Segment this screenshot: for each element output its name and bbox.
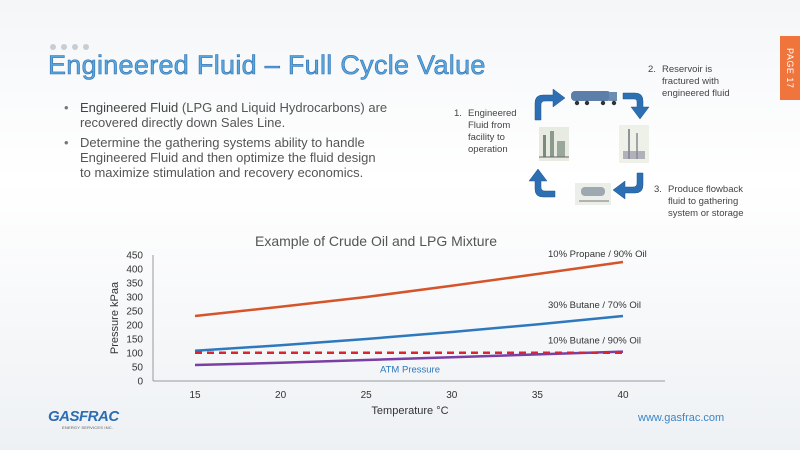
y-tick-label: 100 xyxy=(126,349,143,360)
step-1-label: 1. Engineered Fluid from facility to ope… xyxy=(454,108,538,156)
bullet-highlight: Engineered Fluid xyxy=(80,100,179,115)
arrow-down-left-icon xyxy=(612,172,644,200)
step-2-label: 2. Reservoir is fractured with engineere… xyxy=(648,64,747,100)
x-tick-label: 25 xyxy=(361,390,373,401)
x-tick-label: 40 xyxy=(617,390,629,401)
series-line-3 xyxy=(194,350,624,367)
step-1-text: Engineered Fluid from facility to operat… xyxy=(468,108,517,155)
page-label: PAGE 17 xyxy=(785,47,795,89)
x-tick-label: 15 xyxy=(189,390,201,401)
bullet-text: Determine the gathering systems ability … xyxy=(80,135,376,180)
step-2-text: Reservoir is fractured with engineered f… xyxy=(662,64,730,99)
gasfrac-logo: GASFRAC ENERGY SERVICES INC. xyxy=(48,408,119,430)
decorative-dots xyxy=(50,44,89,50)
chart-labels: 10% Propane / 90% Oil 30% Butane / 70% Oi… xyxy=(380,249,647,375)
x-tick-label: 35 xyxy=(532,390,544,401)
y-tick-label: 200 xyxy=(126,321,143,332)
bullet-text: (LPG and Liquid Hydrocarbons) are recove… xyxy=(80,100,388,130)
series-line-1 xyxy=(194,260,624,318)
step-3-label: 3. Produce flowback fluid to gathering s… xyxy=(654,184,758,220)
y-tick-label: 250 xyxy=(126,307,143,318)
tanker-truck-icon xyxy=(571,91,617,106)
series-label-1: 10% Propane / 90% Oil xyxy=(548,249,647,260)
step-1-number: 1. xyxy=(454,108,462,119)
step-3-number: 3. xyxy=(654,184,662,195)
arrow-up-icon xyxy=(528,168,556,198)
chart-title: Example of Crude Oil and LPG Mixture xyxy=(255,233,497,249)
y-tick-label: 300 xyxy=(126,293,143,304)
arrow-up-left-icon xyxy=(534,88,566,121)
y-tick-label: 150 xyxy=(126,335,143,346)
process-cycle-diagram xyxy=(528,88,650,205)
y-axis-label: Pressure kPaa xyxy=(109,281,121,354)
facility-icon xyxy=(539,127,569,161)
bullet-list: Engineered Fluid (LPG and Liquid Hydroca… xyxy=(64,100,390,185)
chart-axes: 0 50 100 150 200 250 300 350 400 450 15 20 25 30 35 40 T… xyxy=(109,251,665,417)
y-tick-label: 350 xyxy=(126,279,143,290)
storage-tank-icon xyxy=(575,183,611,205)
x-tick-label: 30 xyxy=(446,390,458,401)
series-label-3: 10% Butane / 90% Oil xyxy=(548,335,641,346)
bullet-item: Determine the gathering systems ability … xyxy=(64,135,390,180)
logo-text: GASFRAC xyxy=(48,408,119,425)
y-tick-label: 0 xyxy=(137,377,143,388)
footer-url[interactable]: www.gasfrac.com xyxy=(638,412,725,424)
series-label-2: 30% Butane / 70% Oil xyxy=(548,300,641,311)
step-3-text: Produce flowback fluid to gathering syst… xyxy=(668,184,744,219)
series-line-2 xyxy=(194,314,624,353)
chart-series xyxy=(194,260,624,367)
frac-rig-icon xyxy=(619,125,649,163)
y-tick-label: 50 xyxy=(132,363,144,374)
logo-subtext: ENERGY SERVICES INC. xyxy=(62,425,114,430)
x-axis-label: Temperature °C xyxy=(371,405,448,417)
y-tick-label: 400 xyxy=(126,265,143,276)
x-tick-label: 20 xyxy=(275,390,287,401)
step-2-number: 2. xyxy=(648,64,656,75)
series-label-4: ATM Pressure xyxy=(380,365,440,376)
bullet-item: Engineered Fluid (LPG and Liquid Hydroca… xyxy=(64,100,390,130)
slide-title: Engineered Fluid – Full Cycle Value xyxy=(48,50,486,81)
page-number-tab: PAGE 17 xyxy=(780,36,800,100)
arrow-down-right-icon xyxy=(622,92,650,120)
y-tick-label: 450 xyxy=(126,251,143,262)
